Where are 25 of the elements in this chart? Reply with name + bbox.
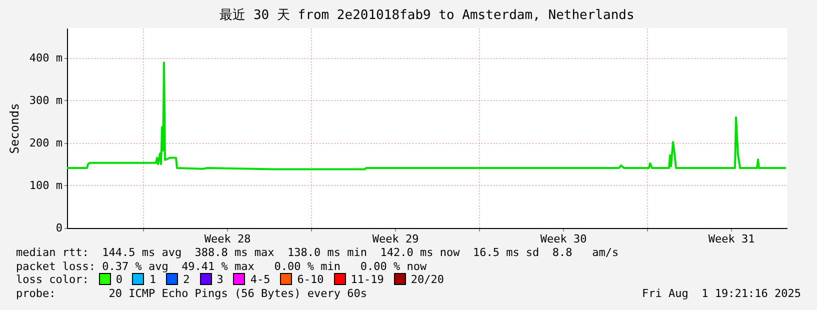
x-tick-label: Week 29	[372, 232, 419, 246]
text: loss color:	[16, 273, 89, 286]
y-tick-label: 0	[56, 222, 62, 234]
text: probe: 20 ICMP Echo Pings (56 Bytes) every 60s	[16, 286, 367, 300]
text: 11-19	[350, 273, 384, 286]
text: 20/20	[410, 273, 444, 286]
text: median rtt: 144.5 ms avg 388.8 ms max 138.0 ms min 142.0 ms now 16.5 ms sd 8.8 am/s	[16, 246, 619, 259]
x-tick-label: Week 30	[540, 232, 587, 246]
x-tick-label: Week 31	[708, 232, 755, 246]
y-tick-label: 200 m	[29, 136, 63, 150]
y-axis-title: Seconds	[7, 103, 22, 154]
text: 4-5	[250, 273, 270, 286]
text: 0	[116, 273, 122, 286]
y-tick-label: 100 m	[29, 178, 63, 192]
text: packet loss: 0.37 % avg 49.41 % max 0.00 % min 0.00 % now	[16, 260, 427, 272]
text: 2	[183, 273, 190, 286]
y-tick-label: 300 m	[29, 94, 63, 107]
text: 6-10	[297, 273, 324, 286]
x-tick-label: Week 28	[204, 232, 251, 246]
line-series	[66, 62, 787, 170]
text: 3	[216, 273, 224, 286]
text: Fri Aug 1 19:21:16 2025	[642, 286, 801, 300]
chart-title: 最近 30 天 from 2e201018fab9 to Amsterdam, Netherlands	[220, 8, 634, 23]
y-tick-label: 400 m	[29, 51, 63, 64]
text: 1	[149, 273, 156, 286]
